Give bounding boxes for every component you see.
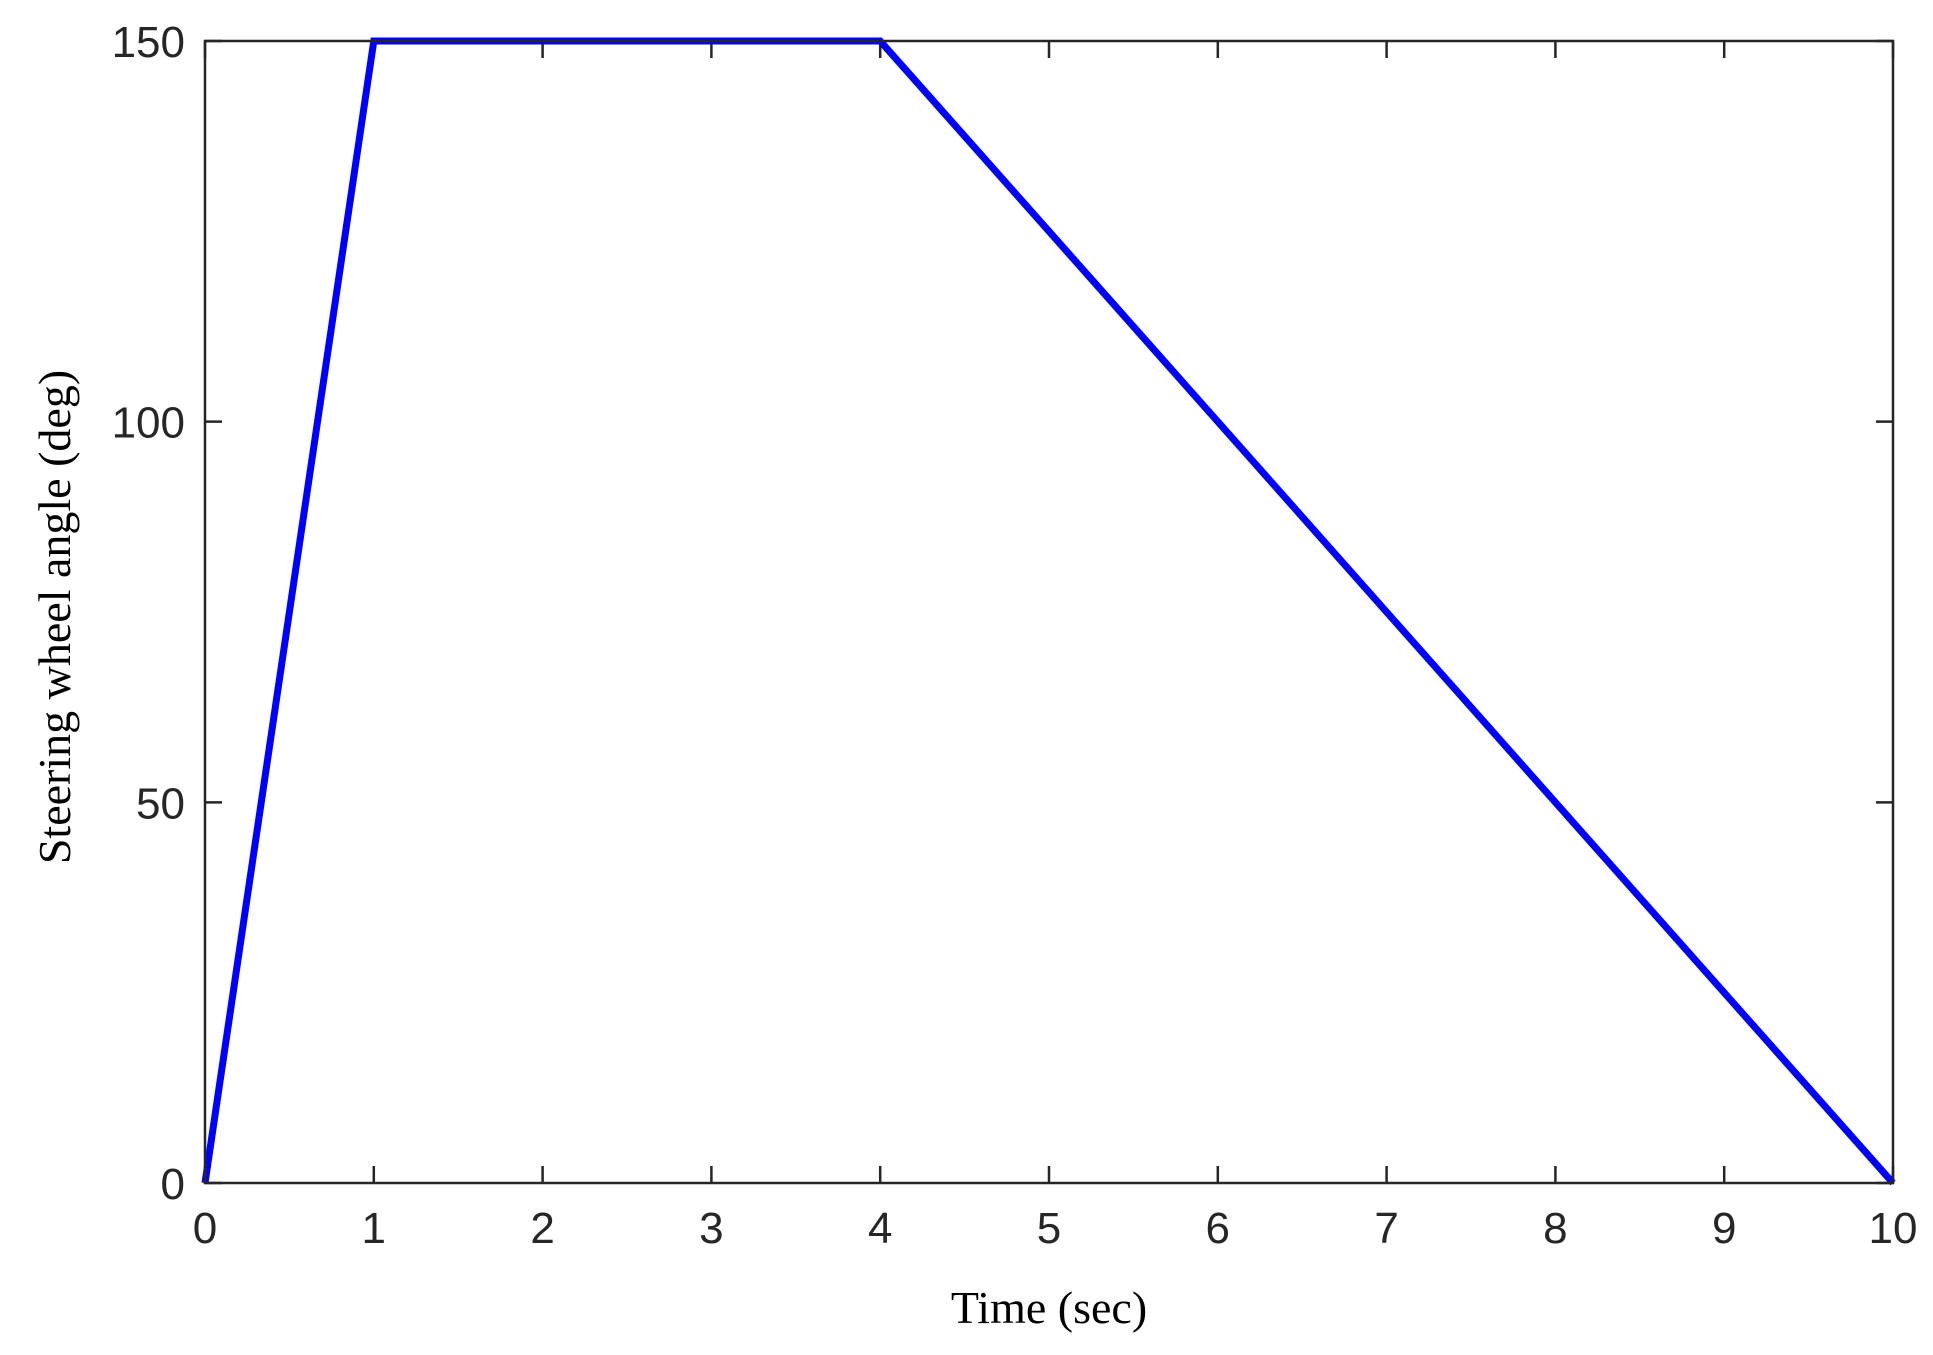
x-tick-label: 8 — [1543, 1204, 1567, 1253]
x-axis-label: Time (sec) — [951, 1282, 1147, 1333]
x-tick-label: 4 — [868, 1204, 892, 1253]
y-axis-label: Steering wheel angle (deg) — [29, 370, 80, 864]
x-tick-label: 7 — [1374, 1204, 1398, 1253]
x-tick-label: 2 — [530, 1204, 554, 1253]
x-tick-label: 9 — [1712, 1204, 1736, 1253]
y-tick-label: 100 — [112, 399, 185, 448]
x-tick-label: 3 — [699, 1204, 723, 1253]
x-tick-label: 6 — [1206, 1204, 1230, 1253]
y-tick-label: 50 — [136, 779, 185, 828]
x-tick-label: 1 — [362, 1204, 386, 1253]
y-tick-label: 150 — [112, 18, 185, 67]
x-tick-label: 5 — [1037, 1204, 1061, 1253]
x-tick-label: 10 — [1869, 1204, 1918, 1253]
plot-background — [205, 41, 1893, 1183]
x-tick-label: 0 — [193, 1204, 217, 1253]
y-tick-label: 0 — [161, 1160, 185, 1209]
plot-frame — [203, 39, 1895, 1185]
